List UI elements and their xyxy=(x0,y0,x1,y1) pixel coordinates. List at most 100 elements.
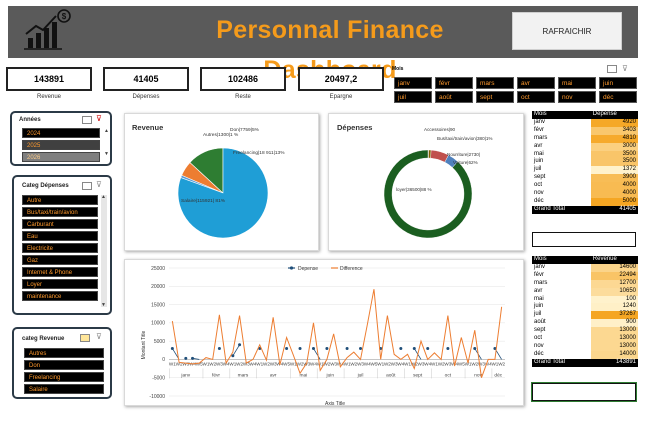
table-row[interactable]: août 900 xyxy=(532,319,638,328)
categ-depense-item[interactable]: maintenance xyxy=(22,291,98,301)
table-row[interactable]: mars 12700 xyxy=(532,279,638,288)
series-point-depense[interactable] xyxy=(311,346,315,350)
categ-revenue-item[interactable]: Salaire xyxy=(24,384,104,394)
table-row[interactable]: nov 4000 xyxy=(532,190,638,198)
mois-item[interactable]: janv xyxy=(394,77,432,89)
series-point-depense[interactable] xyxy=(325,346,329,350)
table-row[interactable]: juil 37267 xyxy=(532,311,638,320)
series-point-depense[interactable] xyxy=(298,346,302,350)
y-tick-label: -10000 xyxy=(149,394,165,400)
legend-difference-label: Difference xyxy=(340,266,363,272)
table-row[interactable]: oct 13000 xyxy=(532,335,638,343)
scroll-down-icon[interactable]: ▼ xyxy=(101,302,106,308)
table-row[interactable]: avr 10650 xyxy=(532,287,638,296)
series-point-depense[interactable] xyxy=(446,346,450,350)
multi-select-icon[interactable] xyxy=(607,65,617,73)
series-point-depense[interactable] xyxy=(493,346,497,350)
scroll-down-icon[interactable]: ▼ xyxy=(104,151,109,157)
categ-revenue-item[interactable]: Autres xyxy=(24,348,104,358)
series-point-depense[interactable] xyxy=(184,356,188,360)
table-row[interactable]: févr 3403 xyxy=(532,126,638,135)
series-point-depense[interactable] xyxy=(399,346,403,350)
table-row[interactable]: juin 1240 xyxy=(532,303,638,312)
scroll-up-icon[interactable]: ▲ xyxy=(101,194,106,200)
mois-item[interactable]: avr xyxy=(517,77,555,89)
donut-slice-loyer[interactable] xyxy=(383,149,473,239)
categ-depense-item[interactable]: Bus/taxi/train/avion xyxy=(22,207,98,217)
table-row[interactable]: nov 13000 xyxy=(532,342,638,351)
pie-slice-salaire[interactable] xyxy=(177,147,269,239)
categ-depense-item[interactable]: Internet & Phone xyxy=(22,267,98,277)
table-row[interactable]: déc 14000 xyxy=(532,350,638,359)
table-row[interactable]: janv 14600 xyxy=(532,263,638,272)
mois-item[interactable]: mars xyxy=(476,77,514,89)
clear-filter-icon[interactable]: ⊽ xyxy=(622,64,628,73)
series-point-depense[interactable] xyxy=(238,343,242,347)
categ-depense-item[interactable]: Electricite xyxy=(22,243,98,253)
table-row[interactable]: oct 4000 xyxy=(532,182,638,191)
x-week-label: W3 xyxy=(391,361,398,366)
categ-depense-item[interactable]: Gaz xyxy=(22,255,98,265)
table-row[interactable]: mai 100 xyxy=(532,295,638,304)
scroll-up-icon[interactable]: ▲ xyxy=(104,128,109,134)
mois-item[interactable]: nov xyxy=(558,91,596,103)
series-point-depense[interactable] xyxy=(217,346,221,350)
table-row[interactable]: juil 1372 xyxy=(532,166,638,175)
refresh-button[interactable]: RAFRAICHIR xyxy=(512,12,622,50)
mois-item[interactable]: mai xyxy=(558,77,596,89)
series-point-depense[interactable] xyxy=(191,356,195,360)
series-point-depense[interactable] xyxy=(359,346,363,350)
table-cell-value: 5000 xyxy=(590,197,638,206)
table-header[interactable]: Revenue xyxy=(590,256,638,264)
multi-select-icon[interactable] xyxy=(82,182,92,190)
categ-revenue-item[interactable]: Freelancing xyxy=(24,372,104,382)
series-point-depense[interactable] xyxy=(285,346,289,350)
mois-item[interactable]: oct xyxy=(517,91,555,103)
categ-revenue-item[interactable]: Don xyxy=(24,360,104,370)
series-point-depense[interactable] xyxy=(426,346,430,350)
table-row[interactable]: sept 3900 xyxy=(532,174,638,183)
annee-item[interactable]: 2026 xyxy=(22,152,100,162)
table-row[interactable]: févr 22494 xyxy=(532,271,638,280)
series-point-depense[interactable] xyxy=(345,346,349,350)
table-cell-value: 4810 xyxy=(590,134,638,143)
clear-filter-icon[interactable]: ⊽ xyxy=(96,332,102,341)
series-point-depense[interactable] xyxy=(473,346,477,350)
clear-filter-icon[interactable]: ⊽ xyxy=(96,114,102,123)
series-point-depense[interactable] xyxy=(170,346,174,350)
mois-item[interactable]: juil xyxy=(394,91,432,103)
categ-depense-item[interactable]: Autre xyxy=(22,195,98,205)
table-header[interactable]: Mois xyxy=(532,111,591,119)
categ-depense-item[interactable]: Eau xyxy=(22,231,98,241)
series-point-depense[interactable] xyxy=(412,346,416,350)
series-point-depense[interactable] xyxy=(231,354,235,358)
annee-item[interactable]: 2024 xyxy=(22,128,100,138)
table-header[interactable]: Mois xyxy=(532,256,591,264)
table-row[interactable]: janv 4920 xyxy=(532,118,638,127)
categ-depense-item[interactable]: Carburant xyxy=(22,219,98,229)
mois-item[interactable]: sept xyxy=(476,91,514,103)
multi-select-icon[interactable] xyxy=(82,116,92,124)
x-week-label: W1 xyxy=(404,361,411,366)
mois-item[interactable]: déc xyxy=(599,91,637,103)
table-cell-value: 4000 xyxy=(590,190,638,198)
selected-cell-box[interactable] xyxy=(531,382,637,402)
table-row[interactable]: avr 3000 xyxy=(532,142,638,151)
depenses-chart-panel: Dépenses Accessoires|90 Bus/taxi/train/a… xyxy=(328,113,524,251)
table-row[interactable]: déc 5000 xyxy=(532,197,638,206)
table-cell-value: 3900 xyxy=(590,174,638,183)
table-header[interactable]: Depense xyxy=(590,111,638,119)
table-row[interactable]: juin 3500 xyxy=(532,158,638,167)
annee-item[interactable]: 2025 xyxy=(22,140,100,150)
categ-revenue-title: categ Revenue xyxy=(22,336,65,342)
mois-item[interactable]: févr xyxy=(435,77,473,89)
scrollbar[interactable] xyxy=(101,195,107,307)
multi-select-icon[interactable] xyxy=(80,334,90,342)
table-row[interactable]: mai 3500 xyxy=(532,150,638,159)
table-row[interactable]: sept 13000 xyxy=(532,327,638,336)
categ-depense-item[interactable]: Loyer xyxy=(22,279,98,289)
mois-item[interactable]: juin xyxy=(599,77,637,89)
table-row[interactable]: mars 4810 xyxy=(532,134,638,143)
clear-filter-icon[interactable]: ⊽ xyxy=(96,180,102,189)
mois-item[interactable]: août xyxy=(435,91,473,103)
